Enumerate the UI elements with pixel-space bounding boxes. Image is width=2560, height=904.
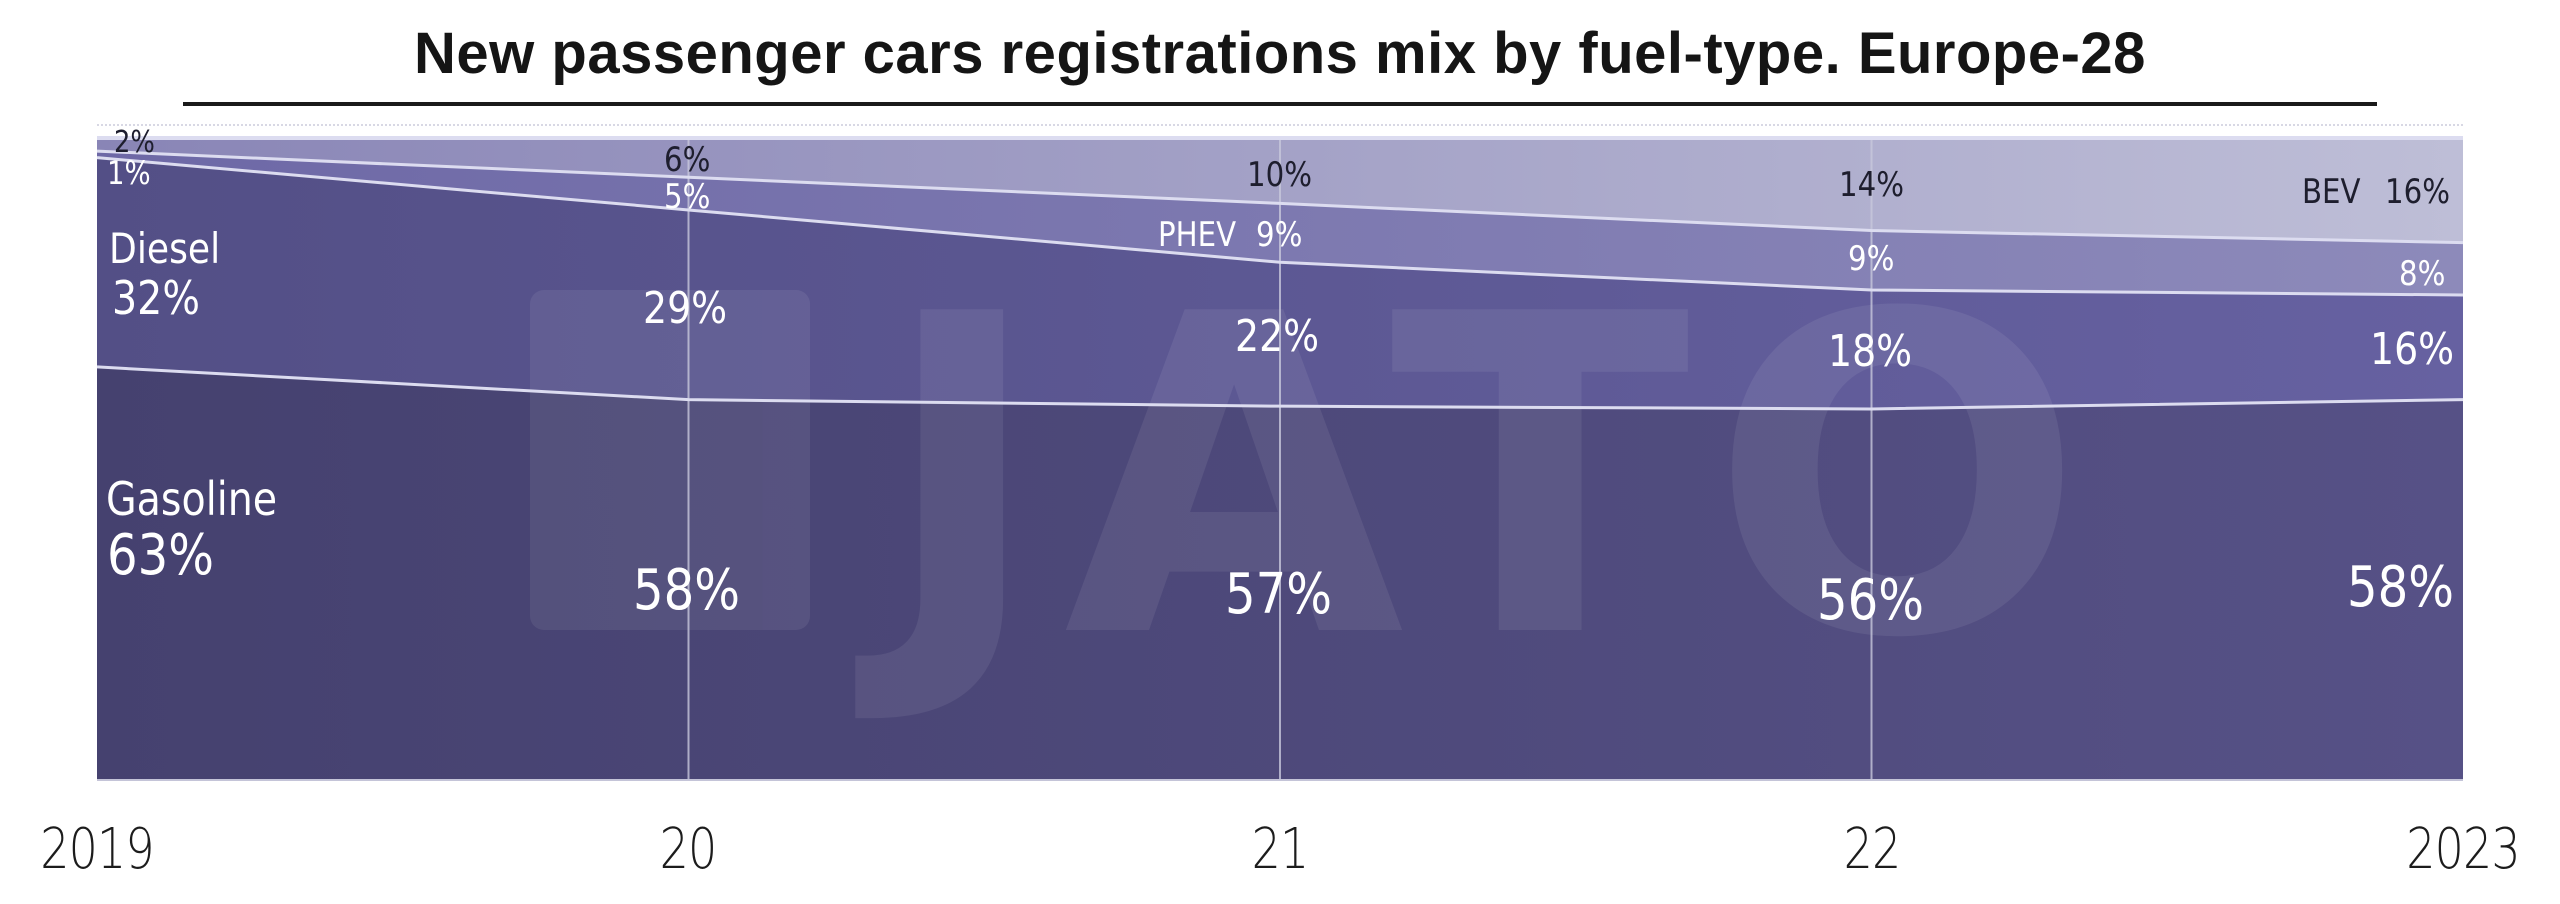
bev-2021-label: 10% — [1247, 155, 1312, 195]
bev-2019-label: 2% — [114, 125, 155, 160]
top-dotted-rule — [97, 124, 2463, 126]
jato-watermark-logo: JATO — [530, 222, 2105, 734]
x-axis-label-2019: 2019 — [40, 817, 154, 882]
diesel-series-label: Diesel — [109, 224, 221, 273]
x-axis-label-2020: 20 — [659, 817, 718, 882]
phev-2021-label: 9% — [1256, 215, 1303, 255]
boundary-line-phev — [96, 149, 2464, 245]
phev-series-label: PHEV — [1158, 215, 1237, 255]
gasoline-2020-label: 58% — [633, 558, 741, 623]
gasoline-2021-label: 57% — [1225, 562, 1333, 627]
diesel-2023-label: 16% — [2370, 324, 2455, 375]
gasoline-2022-label: 56% — [1817, 568, 1925, 633]
boundary-line-gasoline — [96, 365, 2464, 411]
gasoline-series-label: Gasoline — [106, 472, 278, 526]
diesel-2019-label: 32% — [112, 271, 200, 325]
boundary-line-diesel — [96, 156, 2464, 297]
gasoline-2019-label: 63% — [107, 523, 215, 588]
phev-2020-label: 5% — [664, 177, 711, 217]
bev-2020-label: 6% — [664, 140, 711, 180]
phev-2019-label: 1% — [107, 154, 151, 192]
title-underline — [183, 102, 2377, 106]
phev-2023-label: 8% — [2399, 254, 2446, 294]
chart-title: New passenger cars registrations mix by … — [414, 21, 2146, 86]
svg-text:JATO: JATO — [853, 222, 2105, 734]
diesel-2022-label: 18% — [1828, 326, 1913, 377]
series-boundary-lines — [96, 136, 2464, 781]
diesel-2020-label: 29% — [643, 283, 728, 334]
x-axis-label-2023: 2023 — [2406, 817, 2520, 882]
phev-2022-label: 9% — [1848, 239, 1895, 279]
bev-2022-label: 14% — [1839, 165, 1904, 205]
bev-series-label: BEV — [2302, 172, 2361, 212]
diesel-2021-label: 22% — [1235, 311, 1320, 362]
x-axis-label-2022: 22 — [1843, 817, 1902, 882]
year-gridlines — [687, 138, 1873, 779]
bev-2023-label: 16% — [2385, 172, 2450, 212]
x-axis-label-2021: 21 — [1251, 817, 1310, 882]
gasoline-2023-label: 58% — [2347, 555, 2455, 620]
